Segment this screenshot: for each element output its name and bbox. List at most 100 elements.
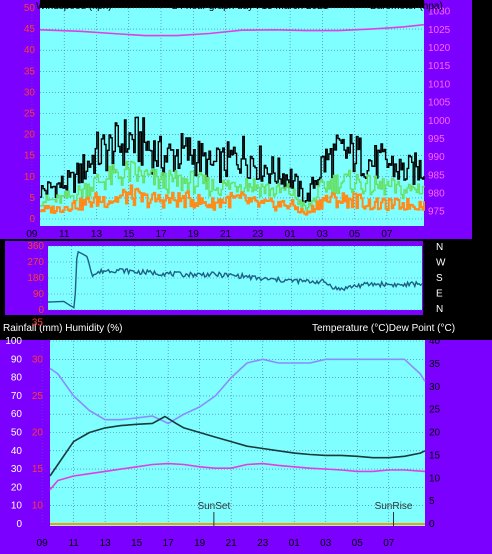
wind-tick-label: 45: [24, 24, 36, 35]
humidity-axis-band: [0, 340, 50, 554]
wind-tick-label: 35: [24, 66, 36, 77]
temperature-axis-band: [425, 340, 492, 554]
temperature-time-tick: 19: [194, 538, 206, 549]
temperature-grid: [41, 340, 425, 525]
humidity-tick-label: 60: [11, 409, 23, 420]
wind-tick-label: 0: [29, 214, 35, 225]
temperature-time-tick: 13: [100, 538, 112, 549]
temperature-tick-label: 25: [429, 405, 441, 416]
direction-tick-label: 90: [33, 289, 45, 300]
temperature-time-tick: 21: [226, 538, 238, 549]
rainfall-tick-label: 10: [32, 501, 44, 512]
wind-tick-label: 10: [24, 172, 36, 183]
barometer-tick-label: 1010: [428, 79, 451, 90]
wind-tick-label: 25: [24, 109, 36, 120]
sun-label: SunSet: [197, 501, 230, 512]
temperature-humidity-chart: 0102030405060708090100101520253035051015…: [0, 318, 492, 554]
direction-grid: [39, 245, 422, 311]
wind-time-tick: 17: [155, 229, 167, 240]
temperature-time-tick: 15: [131, 538, 143, 549]
wind-time-tick: 07: [381, 229, 393, 240]
temperature-tick-label: 20: [429, 428, 441, 439]
wind-time-tick: 13: [91, 229, 103, 240]
compass-label: E: [436, 289, 443, 300]
temperature-tick-label: 0: [429, 519, 435, 530]
temperature-line: [49, 415, 426, 477]
humidity-tick-label: 40: [11, 446, 23, 457]
wind-tick-label: 40: [24, 45, 36, 56]
temperature-time-tick: 23: [257, 538, 269, 549]
temperature-axes: 0102030405060708090100101520253035051015…: [5, 318, 440, 549]
wind-time-tick: 09: [26, 229, 38, 240]
humidity-tick-label: 20: [11, 482, 23, 493]
barometer-tick-label: 985: [428, 170, 445, 181]
humidity-tick-label: 50: [11, 428, 23, 439]
direction-tick-label: 360: [27, 241, 44, 252]
rainfall-tick-label: 30: [32, 354, 44, 365]
temperature-time-tick: 03: [320, 538, 332, 549]
wind-time-tick: 11: [59, 229, 70, 240]
direction-line: [48, 250, 423, 309]
direction-tick-label: 0: [38, 305, 44, 316]
barometer-line: [39, 23, 425, 37]
humidity-tick-label: 0: [16, 519, 22, 530]
temperature-time-tick: 07: [383, 538, 395, 549]
wind-tick-label: 20: [24, 130, 36, 141]
wind-tick-label: 5: [29, 193, 35, 204]
windspeed-title: Windspeed (kph): [36, 1, 112, 12]
wind-time-tick: 15: [123, 229, 135, 240]
barometer-tick-label: 1005: [428, 98, 451, 109]
temperature-tick-label: 5: [429, 496, 435, 507]
humidity-tick-label: 90: [11, 354, 23, 365]
compass-label: S: [436, 273, 443, 284]
barometer-tick-label: 1025: [428, 25, 451, 36]
temp-dewpoint-title: Temperature (°C)Dew Point (°C): [312, 323, 455, 334]
wind-axis-band: [0, 0, 40, 239]
temperature-time-tick: 17: [163, 538, 175, 549]
graph-title: 24 hour graph day : 15 March 2021: [172, 1, 329, 12]
temperature-tick-label: 10: [429, 473, 441, 484]
rainfall-tick-label: 35: [32, 318, 44, 329]
wind-time-tick: 23: [252, 229, 264, 240]
humidity-tick-label: 80: [11, 373, 23, 384]
wind-time-tick: 19: [188, 229, 200, 240]
humidity-tick-label: 30: [11, 464, 23, 475]
wind-series-average: [40, 160, 425, 211]
temperature-time-tick: 05: [352, 538, 364, 549]
wind-time-tick: 03: [317, 229, 329, 240]
wind-time-tick: 05: [349, 229, 361, 240]
rainfall-tick-label: 15: [32, 464, 44, 475]
direction-tick-label: 180: [27, 273, 44, 284]
humidity-tick-label: 10: [11, 501, 23, 512]
wind-series-gust: [40, 116, 425, 203]
temperature-time-tick: 09: [37, 538, 49, 549]
temperature-time-tick: 11: [68, 538, 79, 549]
direction-tick-label: 270: [27, 257, 44, 268]
sun-label: SunRise: [375, 501, 413, 512]
wind-time-tick: 01: [285, 229, 297, 240]
temperature-tick-label: 15: [429, 450, 441, 461]
rainfall-tick-label: 25: [32, 391, 44, 402]
wind-tick-label: 50: [24, 3, 36, 14]
barometer-tick-label: 1015: [428, 61, 451, 72]
compass-label: W: [436, 258, 446, 269]
wind-tick-label: 30: [24, 87, 36, 98]
barometer-tick-label: 995: [428, 134, 445, 145]
temperature-tick-label: 40: [429, 336, 441, 347]
barometer-tick-label: 975: [428, 207, 445, 218]
barometer-tick-label: 1000: [428, 116, 451, 127]
barometer-tick-label: 990: [428, 152, 445, 163]
barometer-axis-band: [424, 0, 472, 239]
humidity-tick-label: 100: [5, 336, 22, 347]
temperature-time-tick: 01: [289, 538, 301, 549]
compass-label: N: [436, 242, 443, 253]
temperature-tick-label: 30: [429, 382, 441, 393]
wind-time-band: [40, 226, 424, 239]
rain-humidity-title: Rainfall (mm) Humidity (%): [3, 323, 122, 334]
dewpoint-line: [49, 462, 426, 491]
wind-time-tick: 21: [220, 229, 232, 240]
